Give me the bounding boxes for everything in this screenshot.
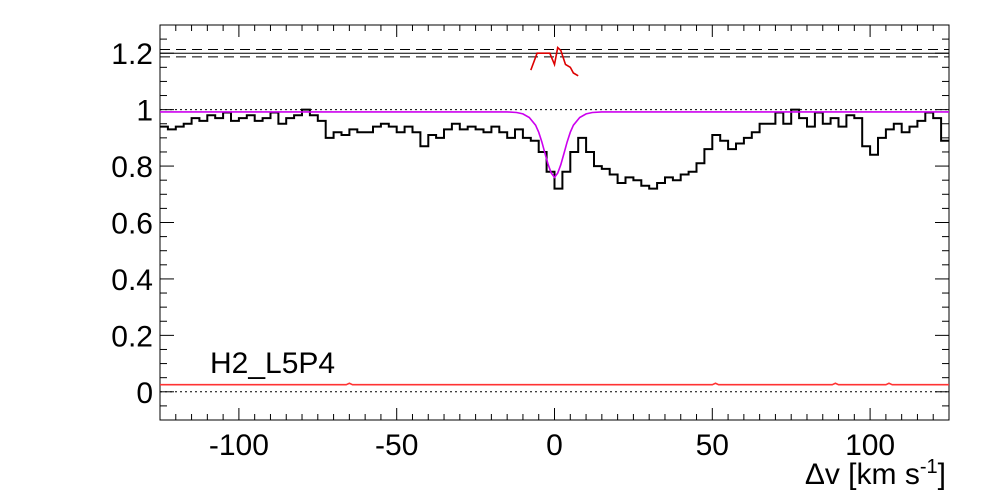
y-tick-label: 0.6 [111,208,153,241]
error-line [160,382,949,386]
y-tick-label: 1.2 [111,38,153,71]
x-tick-label: 100 [845,429,895,462]
y-tick-label: 0.8 [111,151,153,184]
x-tick-label: -100 [209,429,269,462]
x-tick-labels: -100 -50 0 50 100 [209,429,895,462]
data-series [160,46,949,386]
x-tick-label: 0 [546,429,563,462]
x-axis-title-main: Δv [km s [805,458,920,491]
y-tick-label: 0 [136,377,153,410]
x-axis-title: Δv [km s-1] [805,456,946,491]
y-tick-label: 1 [136,95,153,128]
y-tick-label: 0.4 [111,264,153,297]
x-axis-title-close: ] [938,458,946,491]
x-tick-label: -50 [375,429,418,462]
model-line [160,111,949,179]
residual-line [530,46,579,77]
y-tick-label: 0.2 [111,320,153,353]
x-tick-label: 50 [696,429,729,462]
y-tick-labels: 0 0.2 0.4 0.6 0.8 1 1.2 [111,38,153,410]
x-axis-title-sup: -1 [920,456,938,478]
reference-lines [160,49,949,393]
line-annotation: H2_L5P4 [210,347,335,380]
axis-ticks [159,24,950,421]
